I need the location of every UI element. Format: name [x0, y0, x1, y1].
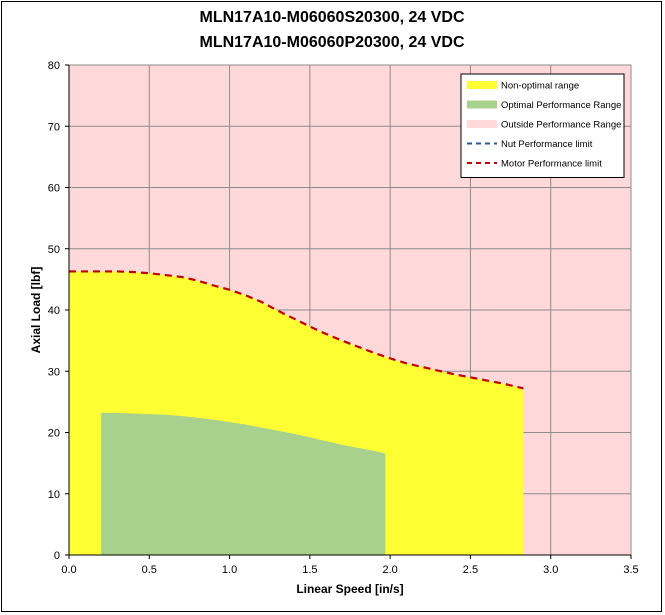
legend-label-optimal-performance-range: Optimal Performance Range — [501, 100, 621, 111]
x-tick-label: 0.5 — [142, 564, 157, 576]
y-tick-label: 40 — [48, 305, 60, 317]
motor-performance-limitline — [69, 270, 524, 390]
y-tick-label: 0 — [54, 550, 60, 562]
legend-label-nut-performance-limit: Nut Performance limit — [501, 139, 593, 150]
y-tick-label: 30 — [48, 366, 60, 378]
x-tick-label: 0.0 — [61, 564, 76, 576]
y-tick-label: 10 — [48, 489, 60, 501]
x-tick-label: 1.5 — [302, 564, 317, 576]
y-tick-label: 80 — [48, 60, 60, 72]
optimal-performance-range-area — [101, 412, 386, 555]
legend-label-motor-performance-limit: Motor Performance limit — [501, 159, 602, 170]
x-tick-label: 2.5 — [463, 564, 478, 576]
x-tick-label: 3.0 — [543, 564, 558, 576]
x-tick-label: 3.5 — [623, 564, 638, 576]
chart-title-line-2: MLN17A10-M06060P20300, 24 VDC — [199, 34, 464, 51]
legend-label-outside-performance-range: Outside Performance Range — [501, 120, 621, 131]
legend: Non-optimal range Optimal Performance Ran… — [460, 73, 625, 178]
y-tick-label: 70 — [48, 121, 60, 133]
y-tick-label: 60 — [48, 183, 60, 195]
legend-swatch-optimal-performance-range — [467, 100, 497, 109]
x-tick-label: 2.0 — [382, 564, 397, 576]
x-axis-label: Linear Speed [in/s] — [296, 582, 403, 596]
y-tick-label: 50 — [48, 244, 60, 256]
x-tick-label: 1.0 — [222, 564, 237, 576]
legend-swatch-non-optimal-range — [467, 81, 497, 89]
y-axis-label: Axial Load [lbf] — [29, 267, 43, 354]
legend-swatch-outside-performance-range — [467, 120, 497, 128]
legend-label-non-optimal-range: Non-optimal range — [501, 81, 579, 92]
y-tick-label: 20 — [48, 428, 60, 440]
chart-title-line-1: MLN17A10-M06060S20300, 24 VDC — [199, 9, 464, 26]
